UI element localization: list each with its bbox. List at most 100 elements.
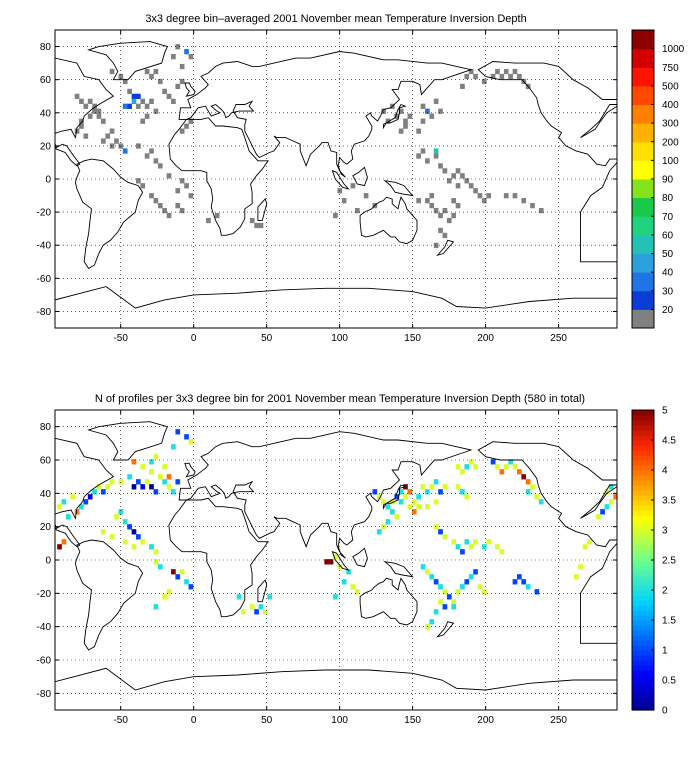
colorbar-gradient-step <box>632 650 654 656</box>
colorbar-gradient-step <box>632 600 654 606</box>
colorbar-gradient-step <box>632 525 654 531</box>
y-tick-label: 40 <box>40 108 52 119</box>
continent-outline <box>359 196 418 245</box>
data-cell <box>109 68 115 75</box>
data-cell <box>92 103 97 109</box>
data-cell <box>57 504 62 510</box>
data-cell <box>517 574 522 580</box>
data-cell <box>425 108 430 114</box>
continent-outline <box>580 104 617 138</box>
y-tick-label: 60 <box>40 456 52 467</box>
data-cell <box>79 118 84 124</box>
continent-outline <box>382 103 407 130</box>
data-cell <box>324 559 330 565</box>
data-cell <box>166 212 172 219</box>
data-cell <box>114 138 119 144</box>
colorbar-gradient-step <box>632 435 654 441</box>
x-tick-label: -50 <box>113 333 128 344</box>
data-cell <box>486 193 492 199</box>
data-cell <box>468 183 474 189</box>
continent-outline <box>580 161 617 263</box>
data-cell <box>411 509 417 515</box>
colorbar-swatch <box>632 67 654 87</box>
data-cell <box>381 499 386 505</box>
data-cell <box>105 484 111 490</box>
data-cell <box>429 574 435 580</box>
data-cell <box>188 584 194 590</box>
data-cell <box>144 68 150 75</box>
data-cell <box>473 73 478 80</box>
data-cell <box>464 539 470 545</box>
data-cell <box>433 207 439 214</box>
data-cell <box>438 529 443 535</box>
data-cell <box>341 198 347 204</box>
data-cell <box>608 499 614 505</box>
colorbar-gradient-step <box>632 560 654 566</box>
y-tick-label: -20 <box>37 208 52 219</box>
y-tick-label: -40 <box>37 622 52 633</box>
colorbar-swatch <box>632 197 654 217</box>
data-cell <box>468 68 474 75</box>
data-cell <box>149 544 154 550</box>
colorbar-tick-label: 3 <box>662 526 668 537</box>
data-cell <box>582 544 588 550</box>
data-cell <box>61 539 67 545</box>
continent-outline <box>55 437 115 548</box>
colorbar-tick-label: 90 <box>662 175 674 186</box>
data-cell <box>140 183 146 189</box>
data-cell <box>127 88 132 95</box>
data-cells <box>74 44 544 249</box>
data-cell <box>179 78 185 85</box>
data-cell <box>149 98 154 104</box>
data-cell <box>350 584 356 590</box>
data-cell <box>420 564 426 570</box>
data-cell <box>122 103 128 109</box>
data-cell <box>65 514 71 520</box>
colorbar-gradient-step <box>632 445 654 451</box>
data-cell <box>438 108 443 114</box>
data-cell <box>473 464 478 470</box>
y-tick-label: 20 <box>40 522 52 533</box>
colorbar-swatch <box>632 179 654 199</box>
colorbar-swatch <box>632 309 654 329</box>
colorbar-gradient-step <box>632 610 654 616</box>
colorbar-tick-label: 70 <box>662 212 674 223</box>
data-cell <box>100 489 106 495</box>
data-cell <box>438 584 443 590</box>
colorbar-swatch <box>632 123 654 143</box>
data-cell <box>429 484 435 490</box>
data-cell <box>184 123 189 129</box>
data-cell <box>604 489 610 495</box>
colorbar-gradient-step <box>632 565 654 571</box>
data-cell <box>96 108 102 114</box>
data-cell <box>394 494 400 500</box>
data-cell <box>153 198 159 204</box>
data-cell <box>127 524 132 530</box>
data-cell <box>136 93 141 100</box>
continent-outline <box>168 117 269 236</box>
y-tick-label: 0 <box>45 175 51 186</box>
colorbar-tick-label: 400 <box>662 100 679 111</box>
data-cell <box>87 113 93 119</box>
data-cell <box>503 193 509 199</box>
data-cell <box>460 173 465 179</box>
data-cell <box>398 108 404 114</box>
continent-outline <box>178 51 473 178</box>
data-cell <box>184 434 189 440</box>
colorbar-gradient-step <box>632 625 654 631</box>
data-cell <box>149 459 154 465</box>
colorbar-tick-label: 500 <box>662 81 679 92</box>
data-cell <box>438 163 443 169</box>
data-cell <box>175 203 181 209</box>
data-cell <box>451 604 456 610</box>
colorbar-gradient-step <box>632 570 654 576</box>
data-cell <box>153 158 159 164</box>
colorbar-gradient-step <box>632 510 654 516</box>
data-cell <box>416 128 421 134</box>
colorbar-tick-label: 5 <box>662 406 668 417</box>
continent-outline <box>74 158 144 269</box>
data-cell <box>83 103 89 109</box>
data-cell <box>407 113 413 119</box>
colorbar-gradient-step <box>632 680 654 686</box>
y-tick-label: 60 <box>40 75 52 86</box>
